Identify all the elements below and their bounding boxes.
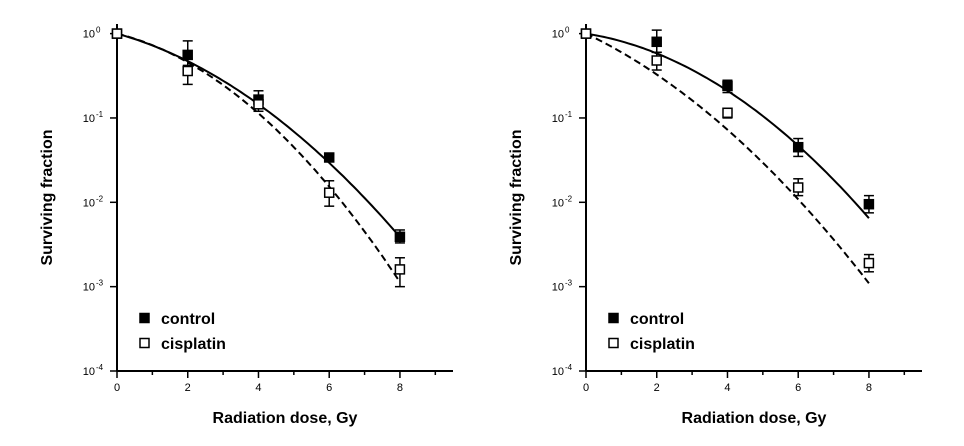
fit-curve-cisplatin	[116, 32, 401, 283]
series-cisplatin	[580, 28, 875, 284]
data-point-cisplatin	[182, 65, 193, 77]
x-tick-label: 0	[114, 382, 120, 394]
y-tick-base: 10	[552, 282, 564, 294]
y-tick-exponent: -4	[565, 363, 573, 372]
legend-marker-cisplatin	[139, 337, 150, 349]
y-tick-exponent: -3	[565, 279, 573, 288]
x-tick-label: 6	[795, 382, 801, 394]
data-point-cisplatin	[792, 182, 804, 193]
data-point-cisplatin	[722, 107, 733, 119]
x-tick-label: 2	[185, 382, 191, 394]
legend-label-cisplatin: cisplatin	[161, 336, 226, 353]
x-tick-label: 2	[654, 382, 660, 394]
data-point-cisplatin	[394, 264, 406, 275]
y-axis-title: Surviving fraction	[508, 129, 525, 265]
fit-curve-control	[585, 32, 870, 219]
legend-label-cisplatin: cisplatin	[630, 336, 695, 353]
y-tick-base: 10	[83, 282, 95, 294]
y-tick-label: 10	[83, 113, 95, 125]
data-point-control	[792, 141, 804, 153]
series-cisplatin	[111, 28, 406, 288]
y-tick-base: 10	[83, 29, 95, 41]
y-tick-exponent: 0	[565, 26, 570, 35]
x-tick-label: 8	[866, 382, 872, 394]
y-tick-label: 10	[552, 29, 564, 41]
y-axis-title: Surviving fraction	[39, 129, 56, 265]
y-tick-exponent: -4	[96, 363, 104, 372]
fit-curve-cisplatin	[585, 32, 870, 284]
y-tick-base: 10	[83, 113, 95, 125]
data-point-cisplatin	[253, 99, 264, 110]
y-tick-base: 10	[83, 366, 95, 378]
y-tick-base: 10	[552, 113, 564, 125]
legend-marker-control	[608, 312, 619, 324]
y-tick-base: 10	[552, 366, 564, 378]
data-point-control	[863, 198, 875, 210]
y-tick-exponent: -1	[565, 110, 573, 119]
x-tick-label: 4	[724, 382, 730, 394]
legend-marker-control	[139, 312, 150, 324]
data-point-cisplatin	[111, 28, 123, 39]
legend-label-control: control	[630, 311, 684, 328]
y-tick-base: 10	[552, 197, 564, 209]
data-point-cisplatin	[323, 187, 335, 198]
x-tick-label: 6	[326, 382, 332, 394]
y-tick-exponent: -1	[96, 110, 104, 119]
x-tick-label: 4	[255, 382, 261, 394]
y-tick-label: 10	[83, 366, 95, 378]
y-tick-exponent: -2	[565, 194, 573, 203]
data-point-control	[651, 36, 662, 48]
data-point-cisplatin	[580, 28, 592, 39]
x-axis-title: Radiation dose, Gy	[682, 410, 827, 427]
y-tick-exponent: -2	[96, 194, 104, 203]
y-tick-label: 10	[552, 366, 564, 378]
x-tick-label: 8	[397, 382, 403, 394]
data-point-control	[394, 231, 406, 243]
series-control	[580, 28, 875, 219]
y-tick-label: 10	[83, 282, 95, 294]
data-point-control	[722, 80, 733, 92]
x-tick-label: 0	[583, 382, 589, 394]
y-tick-exponent: 0	[96, 26, 101, 35]
y-tick-base: 10	[552, 29, 564, 41]
x-axis-title: Radiation dose, Gy	[213, 410, 358, 427]
series-control	[111, 28, 406, 244]
data-point-control	[182, 49, 193, 61]
y-tick-label: 10	[552, 197, 564, 209]
y-tick-label: 10	[552, 282, 564, 294]
data-point-cisplatin	[651, 55, 662, 66]
y-tick-label: 10	[552, 113, 564, 125]
y-tick-base: 10	[83, 197, 95, 209]
fit-curve-control	[116, 32, 401, 238]
data-point-control	[323, 152, 335, 163]
legend-label-control: control	[161, 311, 215, 328]
data-point-cisplatin	[863, 257, 875, 269]
y-tick-exponent: -3	[96, 279, 104, 288]
y-tick-label: 10	[83, 197, 95, 209]
legend-marker-cisplatin	[608, 337, 619, 349]
y-tick-label: 10	[83, 29, 95, 41]
